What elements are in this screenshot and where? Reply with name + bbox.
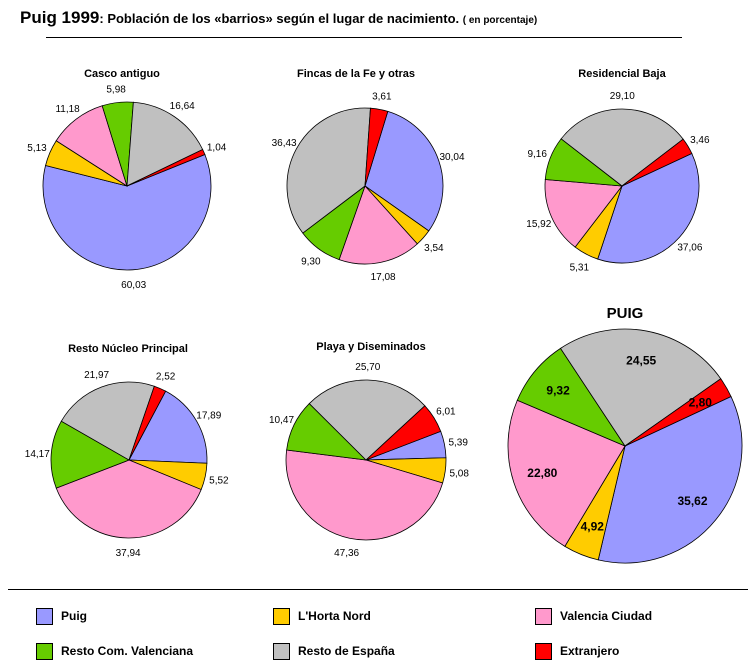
legend-swatch-lhorta	[273, 607, 290, 625]
pie-slice-puig	[128, 390, 208, 464]
data-label: 16,64	[170, 101, 195, 112]
pie-chart-1: 60,03 5,13 11,18 5,98 16,64 1,04 Casco antiguo	[27, 68, 227, 291]
pie-slice-valencia	[507, 399, 626, 547]
pie-chart-3: 37,06 5,31 15,92 9,16 29,10 3,46 Residencial B…	[526, 68, 710, 273]
pie-slice-puig	[364, 110, 444, 232]
pie-slice-puig	[597, 396, 743, 564]
data-label: 21,97	[84, 370, 109, 381]
legend-item-lhorta: L'Horta Nord	[273, 606, 371, 626]
legend-label-extranjero: Extranjero	[560, 644, 620, 658]
pie-slice-valencia	[285, 449, 444, 541]
data-label: 24,55	[626, 354, 656, 368]
pie-chart-6: 35,62 4,92 22,80 9,32 24,55 2,80 PUIG	[507, 305, 743, 564]
pie-title: Playa y Diseminados	[316, 341, 425, 353]
legend-swatch-resto-cv	[36, 642, 53, 660]
pie-slice-espana	[559, 328, 722, 447]
data-label: 22,80	[527, 466, 557, 480]
data-label: 3,54	[424, 243, 444, 254]
pie-slice-resto-cv	[50, 420, 130, 489]
data-label: 2,80	[689, 395, 713, 409]
legend-item-extranjero: Extranjero	[535, 641, 619, 661]
pie-slice-valencia	[55, 459, 202, 539]
pie-slice-extranjero	[128, 385, 167, 461]
data-label: 5,52	[209, 476, 229, 487]
pie-slice-extranjero	[365, 405, 442, 461]
pie-slice-extranjero	[621, 138, 693, 187]
data-label: 25,70	[355, 362, 380, 373]
legend-label-puig: Puig	[61, 609, 87, 623]
legend-divider	[8, 589, 748, 590]
data-label: 5,31	[570, 262, 590, 273]
data-label: 9,32	[546, 383, 570, 397]
legend-swatch-extranjero	[535, 642, 552, 660]
data-label: 5,08	[449, 468, 469, 479]
data-label: 6,01	[436, 406, 456, 417]
data-label: 36,43	[272, 138, 297, 149]
pie-slice-espana	[60, 381, 155, 461]
pie-slice-valencia	[544, 179, 623, 248]
pie-slice-espana	[560, 108, 684, 187]
title-rest: : Población de los «barrios» según el lu…	[99, 11, 460, 26]
legend-label-espana: Resto de España	[298, 644, 395, 658]
pie-chart-4: 17,89 5,52 37,94 14,17 21,97 2,52 Resto Núcleo…	[25, 343, 229, 559]
pie-slice-espana	[308, 379, 426, 461]
data-label: 47,36	[334, 548, 359, 559]
data-label: 11,18	[55, 104, 80, 115]
data-label: 17,89	[196, 410, 221, 421]
pie-slice-espana	[126, 101, 204, 187]
legend-item-resto-cv: Resto Com. Valenciana	[36, 641, 193, 661]
data-label: 4,92	[581, 520, 605, 534]
data-label: 15,92	[526, 219, 551, 230]
pie-title: Casco antiguo	[84, 68, 160, 80]
pie-title: Fincas de la Fe y otras	[297, 68, 415, 80]
data-label: 37,94	[116, 548, 141, 559]
legend-swatch-espana	[273, 642, 290, 660]
data-label: 17,08	[371, 272, 396, 283]
pie-slice-extranjero	[624, 378, 732, 447]
data-label: 9,30	[301, 256, 321, 267]
data-label: 60,03	[121, 280, 146, 291]
title-main: Puig 1999	[20, 8, 100, 27]
data-label: 9,16	[527, 149, 547, 160]
data-label: 1,04	[207, 142, 227, 153]
data-label: 29,10	[610, 91, 635, 102]
pie-title: Residencial Baja	[578, 68, 666, 80]
legend-swatch-puig	[36, 607, 53, 625]
legend-item-espana: Resto de España	[273, 641, 395, 661]
legend-swatch-valencia	[535, 607, 552, 625]
data-label: 37,06	[677, 243, 702, 254]
legend-item-valencia: Valencia Ciudad	[535, 606, 652, 626]
pie-title: PUIG	[607, 305, 644, 322]
title-note: ( en porcentaje)	[462, 15, 538, 26]
chart-title: Puig 1999: Población de los «barrios» se…	[20, 8, 700, 28]
pie-chart-5: 5,39 5,08 47,36 10,47 25,70 6,01 Playa y Disem…	[269, 341, 469, 559]
data-label: 3,61	[372, 92, 392, 103]
data-label: 30,04	[439, 152, 464, 163]
pie-slice-puig	[597, 152, 700, 264]
pie-slice-valencia	[338, 185, 418, 265]
data-label: 14,17	[25, 449, 50, 460]
pie-chart-2: 30,04 3,54 17,08 9,30 36,43 3,61 Fincas de la …	[272, 68, 465, 283]
data-label: 10,47	[269, 415, 294, 426]
pie-slice-puig	[42, 154, 212, 271]
data-label: 5,98	[106, 85, 126, 96]
data-label: 3,46	[690, 135, 710, 146]
data-label: 5,13	[27, 143, 47, 154]
legend-label-lhorta: L'Horta Nord	[298, 609, 371, 623]
legend-label-resto-cv: Resto Com. Valenciana	[61, 644, 194, 658]
data-label: 2,52	[156, 372, 176, 383]
pie-slice-espana	[286, 107, 371, 234]
pie-title: Resto Núcleo Principal	[68, 343, 188, 355]
data-label: 5,39	[448, 438, 468, 449]
pie-slice-extranjero	[364, 107, 389, 187]
pie-slice-extranjero	[126, 148, 206, 187]
legend-item-puig: Puig	[36, 606, 87, 626]
legend-label-valencia: Valencia Ciudad	[560, 609, 653, 623]
data-label: 35,62	[677, 494, 707, 508]
pie-charts: 60,03 5,13 11,18 5,98 16,64 1,04 Casco antiguo…	[25, 68, 743, 564]
title-divider	[46, 37, 682, 38]
